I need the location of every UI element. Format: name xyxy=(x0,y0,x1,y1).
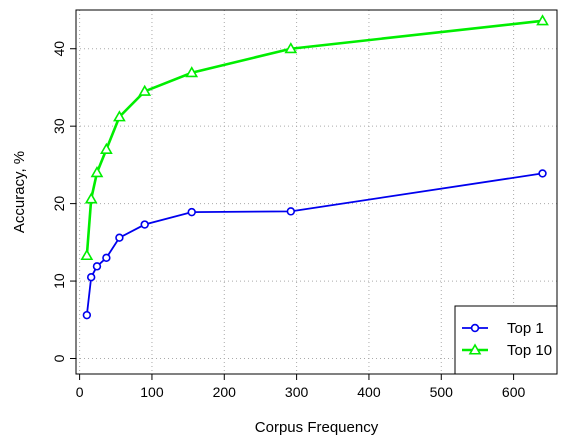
legend-label-top-10: Top 10 xyxy=(507,342,552,359)
x-tick-label: 400 xyxy=(357,384,381,400)
data-point-top-1 xyxy=(286,207,296,216)
x-tick-label: 500 xyxy=(430,384,454,400)
data-point-top-1 xyxy=(538,169,547,178)
y-tick-label: 40 xyxy=(51,41,67,57)
data-point-top-10 xyxy=(90,166,104,178)
series-line-top-10 xyxy=(85,19,543,256)
y-tick-label: 10 xyxy=(51,273,67,289)
plot-frame xyxy=(75,9,558,375)
series-top-10 xyxy=(80,14,549,261)
data-point-top-10 xyxy=(100,142,113,154)
data-point-top-10 xyxy=(185,66,199,78)
data-point-top-1 xyxy=(140,220,149,229)
data-point-top-1 xyxy=(86,272,96,282)
data-point-top-1 xyxy=(115,233,124,242)
data-point-top-10 xyxy=(138,84,152,96)
legend-box xyxy=(454,305,558,375)
legend-marker-top-10 xyxy=(468,343,482,355)
legend-label-top-1: Top 1 xyxy=(507,320,544,337)
data-point-top-10 xyxy=(84,192,98,204)
x-axis-title: Corpus Frequency xyxy=(255,419,379,436)
series-line-top-1 xyxy=(85,172,543,316)
data-point-top-10 xyxy=(113,110,126,122)
x-tick-label: 300 xyxy=(285,384,309,400)
axes: 0 100 200 300 400 500 600 0 10 20 30 40 xyxy=(51,41,525,400)
data-point-top-1 xyxy=(92,262,102,271)
x-tick-label: 600 xyxy=(502,384,526,400)
legend-marker-top-1 xyxy=(470,323,480,333)
legend: Top 1 Top 10 xyxy=(454,305,558,375)
data-point-top-1 xyxy=(82,310,92,320)
series-layer xyxy=(80,14,549,320)
data-point-top-1 xyxy=(102,253,111,263)
x-tick-label: 100 xyxy=(140,384,164,400)
y-axis-title: Accuracy, % xyxy=(11,151,28,233)
y-tick-label: 20 xyxy=(51,196,67,212)
data-point-top-10 xyxy=(536,14,549,26)
data-point-top-10 xyxy=(80,248,94,261)
x-tick-label: 200 xyxy=(213,384,237,400)
y-tick-label: 30 xyxy=(51,118,67,134)
x-tick-label: 0 xyxy=(76,384,84,400)
data-point-top-10 xyxy=(284,42,298,54)
y-tick-label: 0 xyxy=(51,354,67,362)
grid xyxy=(76,10,557,374)
series-top-1 xyxy=(82,169,547,320)
data-point-top-1 xyxy=(187,207,196,217)
